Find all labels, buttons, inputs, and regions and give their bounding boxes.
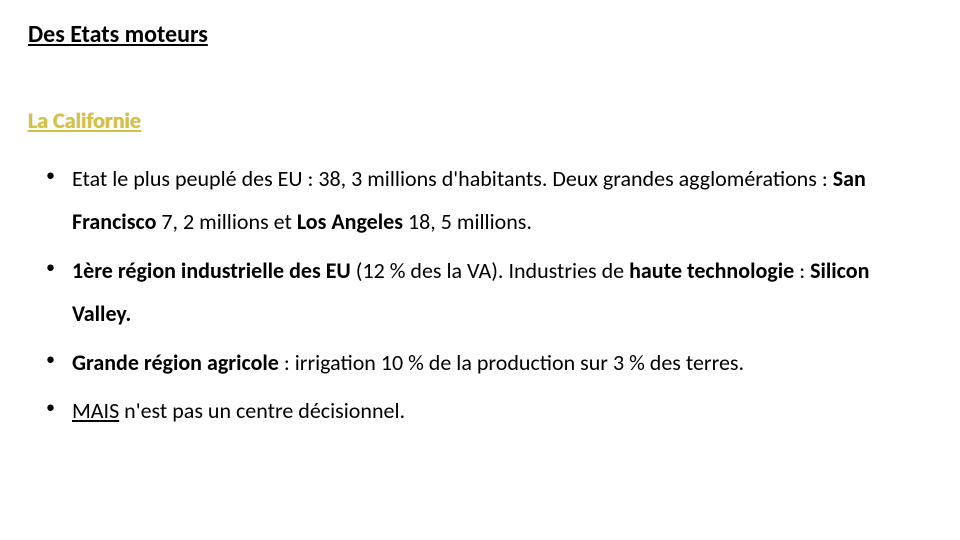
- list-item: Etat le plus peuplé des EU : 38, 3 milli…: [42, 158, 932, 244]
- bullet-text: 7, 2 millions et: [156, 208, 296, 235]
- bullet-text: 18, 5 millions.: [403, 208, 532, 235]
- bullet-text: (12 % des la VA). Industries de: [351, 257, 629, 284]
- slide-subtitle: La Californie: [28, 107, 932, 134]
- bullet-text-bold: Los Angeles: [297, 208, 403, 235]
- bullet-text-bold: 1ère région industrielle des EU: [72, 257, 351, 284]
- list-item: 1ère région industrielle des EU (12 % de…: [42, 250, 932, 336]
- bullet-text: : irrigation 10 % de la production sur 3…: [279, 349, 744, 376]
- list-item: Grande région agricole : irrigation 10 %…: [42, 342, 932, 385]
- bullet-text: :: [794, 257, 810, 284]
- list-item: MAIS n'est pas un centre décisionnel.: [42, 390, 932, 433]
- slide-title: Des Etats moteurs: [28, 20, 932, 49]
- bullet-text-bold: Grande région agricole: [72, 349, 279, 376]
- bullet-text: n'est pas un centre décisionnel.: [119, 397, 405, 424]
- bullet-text: Etat le plus peuplé des EU : 38, 3 milli…: [72, 165, 833, 192]
- bullet-list: Etat le plus peuplé des EU : 38, 3 milli…: [28, 158, 932, 433]
- bullet-text-underline: MAIS: [72, 397, 119, 424]
- slide-container: Des Etats moteurs La Californie Etat le …: [0, 0, 960, 540]
- bullet-text-bold: haute technologie: [629, 257, 794, 284]
